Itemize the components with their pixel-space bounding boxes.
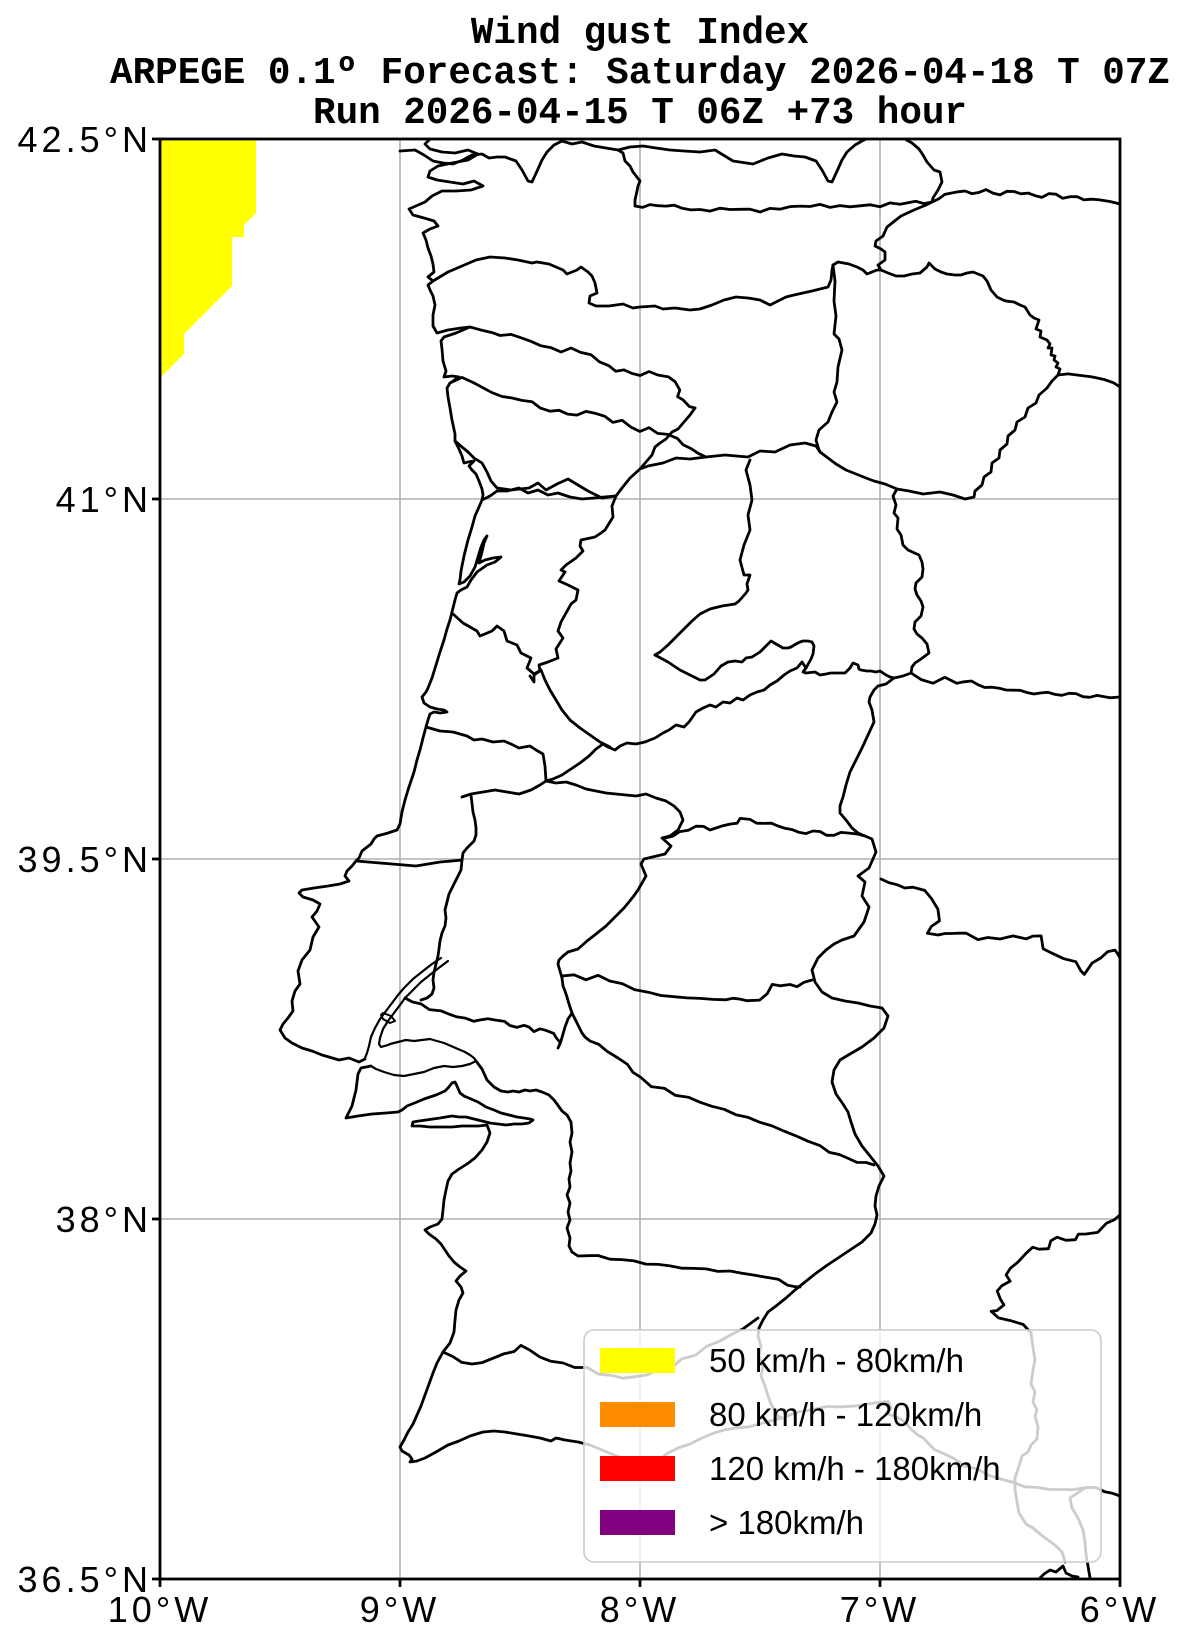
svg-text:50 km/h - 80km/h: 50 km/h - 80km/h xyxy=(709,1342,964,1379)
svg-text:6°W: 6°W xyxy=(1080,1589,1160,1630)
svg-text:38°N: 38°N xyxy=(56,1199,152,1240)
svg-text:42.5°N: 42.5°N xyxy=(18,119,152,160)
svg-text:9°W: 9°W xyxy=(360,1589,440,1630)
svg-text:39.5°N: 39.5°N xyxy=(18,839,152,880)
svg-text:7°W: 7°W xyxy=(840,1589,920,1630)
svg-text:120 km/h - 180km/h: 120 km/h - 180km/h xyxy=(709,1450,1001,1487)
svg-text:> 180km/h: > 180km/h xyxy=(709,1504,864,1541)
svg-text:41°N: 41°N xyxy=(56,479,152,520)
svg-text:80 km/h - 120km/h: 80 km/h - 120km/h xyxy=(709,1396,982,1433)
svg-text:36.5°N: 36.5°N xyxy=(18,1559,152,1600)
svg-text:8°W: 8°W xyxy=(600,1589,680,1630)
svg-text:10°W: 10°W xyxy=(108,1589,212,1630)
